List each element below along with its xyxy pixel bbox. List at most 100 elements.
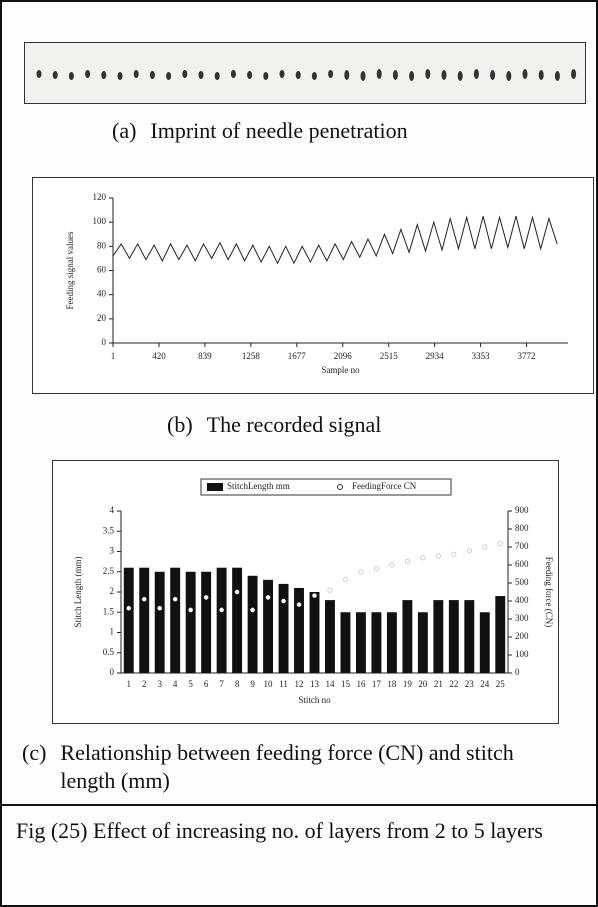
x-tick-label: 6 bbox=[204, 679, 209, 689]
y-tick-label: 40 bbox=[97, 289, 107, 299]
imprint-dot bbox=[473, 69, 479, 79]
y2-tick-label: 200 bbox=[515, 631, 529, 641]
y-tick-label: 3.5 bbox=[103, 525, 115, 535]
imprint-dot bbox=[52, 71, 58, 79]
imprint-dot bbox=[311, 72, 317, 80]
imprint-dot bbox=[360, 71, 366, 81]
x-tick-label: 8 bbox=[235, 679, 240, 689]
y-tick-label: 0 bbox=[110, 667, 115, 677]
imprint-dot bbox=[490, 70, 496, 80]
imprint-dot bbox=[117, 72, 123, 80]
y-axis-title: Stitch Length (mm) bbox=[73, 557, 83, 628]
force-marker bbox=[126, 605, 132, 611]
caption-c: (c) Relationship between feeding force (C… bbox=[22, 739, 582, 795]
x-tick-label: 12 bbox=[295, 679, 304, 689]
y-tick-label: 1.5 bbox=[103, 606, 115, 616]
x-tick-label: 25 bbox=[496, 679, 506, 689]
y-tick-label: 80 bbox=[97, 240, 107, 250]
caption-label: (b) bbox=[167, 412, 193, 437]
imprint-dot bbox=[392, 70, 398, 80]
x-tick-label: 2934 bbox=[426, 351, 445, 361]
force-marker bbox=[250, 607, 256, 613]
y-tick-label: 120 bbox=[93, 192, 107, 202]
imprint-dot bbox=[376, 69, 382, 79]
imprint-dot bbox=[214, 72, 220, 80]
x-tick-label: 3353 bbox=[472, 351, 491, 361]
x-tick-label: 839 bbox=[198, 351, 212, 361]
imprint-dot bbox=[198, 71, 204, 79]
x-tick-label: 1 bbox=[126, 679, 130, 689]
y-tick-label: 20 bbox=[97, 313, 107, 323]
figure-caption-box: Fig (25) Effect of increasing no. of lay… bbox=[2, 804, 596, 905]
imprint-dot bbox=[85, 70, 91, 78]
force-marker bbox=[296, 602, 302, 608]
imprint-dot bbox=[571, 69, 577, 79]
y2-tick-label: 500 bbox=[515, 577, 529, 587]
x-tick-label: 19 bbox=[403, 679, 413, 689]
bar bbox=[448, 600, 459, 673]
caption-label: (c) bbox=[22, 740, 47, 765]
bar bbox=[154, 571, 165, 673]
legend-label: StitchLength mm bbox=[227, 481, 290, 491]
force-marker bbox=[420, 555, 426, 561]
bar bbox=[433, 600, 444, 673]
x-tick-label: 2515 bbox=[380, 351, 399, 361]
force-marker bbox=[343, 576, 348, 582]
force-marker bbox=[404, 558, 410, 564]
bar bbox=[201, 571, 212, 673]
force-marker bbox=[327, 587, 333, 593]
force-marker bbox=[497, 540, 503, 546]
x-tick-label: 18 bbox=[387, 679, 397, 689]
imprint-dot bbox=[554, 71, 560, 81]
y-tick-label: 2 bbox=[110, 586, 115, 596]
bar bbox=[247, 575, 258, 673]
force-marker bbox=[451, 551, 457, 557]
y-tick-label: 4 bbox=[110, 505, 115, 515]
bar bbox=[417, 612, 428, 673]
signal-chart: 0 20 40 60 80 100 120 Feeding signal values Samp… bbox=[32, 177, 594, 394]
bar bbox=[216, 567, 227, 673]
imprint-dot bbox=[506, 71, 512, 81]
y-axis-title: Feeding signal values bbox=[65, 231, 75, 309]
bar bbox=[139, 567, 150, 673]
imprint-dot bbox=[230, 70, 236, 78]
figure-caption: Fig (25) Effect of increasing no. of lay… bbox=[16, 818, 543, 843]
x-axis-title: Sample no bbox=[321, 365, 360, 375]
y2-axis-title: Feeding force (CN) bbox=[544, 557, 554, 627]
force-marker bbox=[482, 544, 488, 550]
x-tick-label: 13 bbox=[310, 679, 320, 689]
x-tick-label: 2 bbox=[142, 679, 147, 689]
imprint-dot bbox=[149, 71, 155, 79]
x-tick-label: 3772 bbox=[518, 351, 536, 361]
imprint-dot bbox=[441, 70, 447, 80]
imprint-dot bbox=[101, 71, 107, 79]
imprint-dot bbox=[425, 69, 431, 79]
legend-box bbox=[200, 478, 452, 496]
force-marker bbox=[157, 605, 163, 611]
x-tick-label: 1 bbox=[111, 351, 116, 361]
bar bbox=[325, 600, 335, 673]
caption-text: Imprint of needle penetration bbox=[150, 118, 408, 143]
bar bbox=[185, 571, 196, 673]
y2-tick-label: 300 bbox=[515, 613, 529, 623]
y-tick-label: 60 bbox=[97, 265, 107, 275]
imprint-dot bbox=[457, 71, 463, 81]
bar bbox=[355, 612, 366, 673]
x-tick-label: 5 bbox=[188, 679, 193, 689]
imprint-dot bbox=[409, 71, 415, 81]
force-marker bbox=[435, 553, 441, 559]
bar bbox=[278, 583, 289, 673]
imprint-dot bbox=[295, 71, 301, 79]
caption-label: (a) bbox=[112, 118, 137, 143]
caption-a: (a) Imprint of needle penetration bbox=[112, 118, 422, 144]
signal-line bbox=[112, 215, 558, 265]
force-marker bbox=[312, 593, 317, 599]
x-tick-label: 21 bbox=[434, 679, 443, 689]
x-tick-label: 2096 bbox=[334, 351, 353, 361]
force-marker bbox=[466, 548, 472, 554]
bar bbox=[479, 612, 490, 673]
force-marker bbox=[219, 607, 225, 613]
force-marker bbox=[358, 569, 364, 575]
force-marker bbox=[172, 596, 178, 602]
y2-tick-label: 700 bbox=[515, 541, 529, 551]
